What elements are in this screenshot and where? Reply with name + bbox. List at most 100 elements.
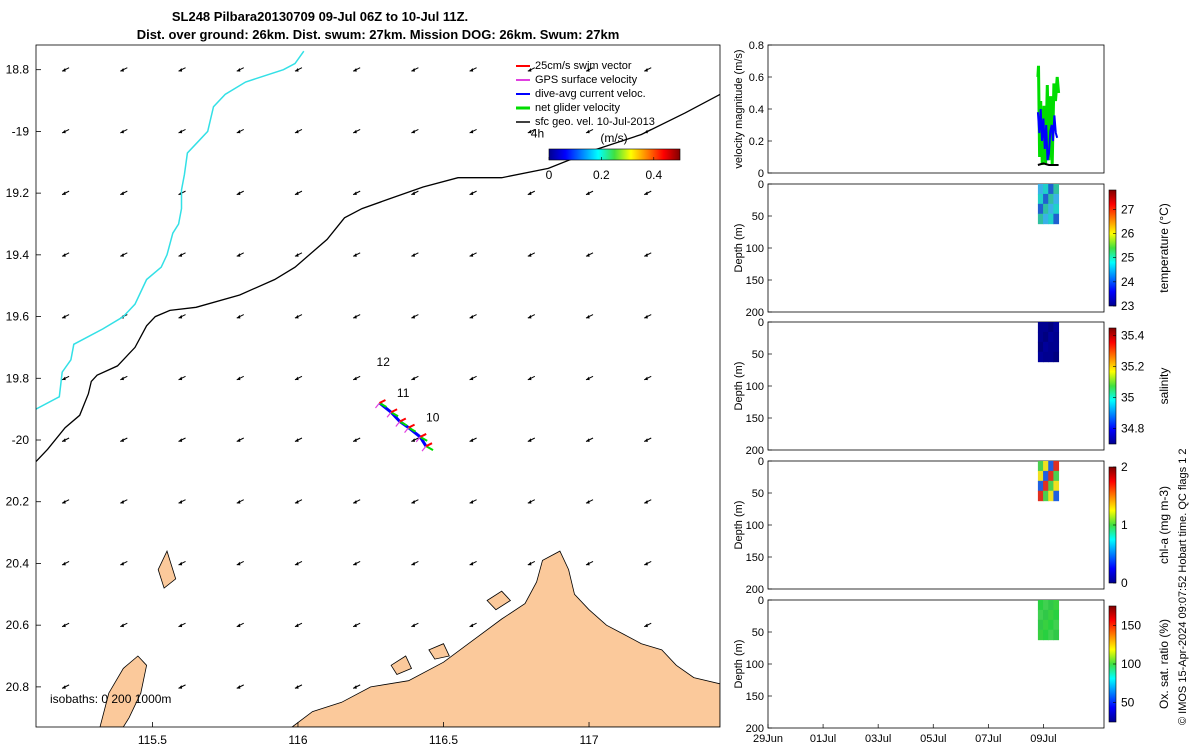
geo-vector <box>61 499 70 504</box>
geo-vector <box>236 375 244 381</box>
section-cell <box>1037 203 1044 215</box>
geo-vector-head <box>120 438 124 442</box>
geo-vector <box>469 375 477 381</box>
section-cell <box>1053 193 1060 205</box>
section-cell <box>1037 341 1044 353</box>
map-y-tick-label: 19.8 <box>6 371 30 385</box>
section-colorbar-label: chl-a (mg m-3) <box>1157 486 1171 564</box>
swim-vector <box>408 423 416 429</box>
section-cell <box>1037 609 1044 621</box>
section-cell <box>1053 629 1060 641</box>
geo-vector-head <box>644 500 648 504</box>
section-x-tick-label: 05Jul <box>920 733 946 745</box>
geo-vector <box>527 437 536 442</box>
geo-vector-head <box>586 191 590 196</box>
geo-vector <box>585 252 594 257</box>
section-y-tick-label: 200 <box>746 723 764 735</box>
geo-vector <box>294 560 303 566</box>
isobath-1000m <box>36 93 720 463</box>
velocity-series <box>1036 65 1061 166</box>
geo-vector <box>120 437 128 442</box>
geo-vector <box>294 499 303 504</box>
geo-vector-head <box>353 685 357 689</box>
map-y-tick-label: -19 <box>12 124 30 138</box>
geo-vector <box>352 252 361 257</box>
geo-vector-head <box>353 253 357 257</box>
section-cell <box>1048 609 1054 621</box>
geo-vector-head <box>644 623 648 628</box>
geo-vector-head <box>353 561 357 566</box>
time-label: 4h <box>531 127 544 141</box>
section-colorbar-label: temperature (°C) <box>1157 203 1171 293</box>
section-cell <box>1053 609 1060 621</box>
section-panel: 0 50 100 150 200 Depth (m) 50 100 150 Ox. sat. ra… <box>733 595 1171 735</box>
section-y-tick-label: 150 <box>746 275 764 287</box>
section-cell <box>1048 461 1054 472</box>
net-velocity-vector <box>408 426 417 433</box>
swim-vector <box>379 399 386 404</box>
geo-vector <box>469 622 477 628</box>
geo-vector <box>469 190 477 196</box>
section-cell <box>1053 619 1060 631</box>
geo-vector <box>120 375 128 381</box>
section-y-tick-label: 100 <box>746 659 764 671</box>
geo-vector-head <box>644 376 648 381</box>
geo-vector <box>469 314 477 319</box>
geo-vector-head <box>62 561 66 566</box>
legend-swim-label: 25cm/s swim vector <box>535 60 632 72</box>
geo-vector <box>352 190 361 196</box>
island <box>486 590 512 611</box>
section-y-tick-label: 200 <box>746 307 764 319</box>
geo-vector-head <box>469 129 474 134</box>
colorbar-tick-label: 0 <box>546 168 553 182</box>
geo-vector-head <box>527 129 532 134</box>
geo-vector <box>352 314 361 319</box>
legend-gps-label: GPS surface velocity <box>535 74 638 86</box>
isobath-label: isobaths: 0 200 1000m <box>50 692 171 706</box>
time-labels: 4h 12 11 10 <box>377 127 545 425</box>
net-velocity-vector <box>425 445 434 452</box>
geo-vector-head <box>527 314 532 319</box>
geo-vector-head <box>62 129 66 134</box>
geo-vector-head <box>62 191 66 196</box>
map-frame <box>35 44 721 728</box>
geo-vector-head <box>62 314 66 319</box>
geo-vector-head <box>178 623 183 628</box>
section-cell <box>1053 470 1060 482</box>
geo-vector <box>61 622 70 628</box>
section-cell <box>1043 322 1049 333</box>
geo-vector <box>411 128 419 134</box>
geo-vector <box>236 128 244 134</box>
footer-credit: © IMOS 15-Apr-2024 09:07:52 Hobart time.… <box>1177 448 1189 725</box>
section-y-tick-label: 0 <box>758 595 764 607</box>
geo-vector <box>178 375 186 381</box>
section-cell <box>1043 213 1049 225</box>
gps-vector <box>395 421 401 427</box>
geo-vector-head <box>411 129 415 134</box>
geo-vector-head <box>469 438 474 442</box>
geo-vector <box>469 128 477 134</box>
section-cell <box>1048 629 1054 641</box>
track-map: 115.5 116 116.5 117 18.8 -19 19.2 19.4 19.6 19.8… <box>6 44 721 747</box>
swim-vector <box>390 408 398 414</box>
geo-vector-head <box>644 253 648 257</box>
map-y-tick-label: 20.4 <box>6 556 30 570</box>
section-cell <box>1037 461 1044 472</box>
geo-vector-head <box>236 67 241 72</box>
geo-vector-head <box>469 67 474 72</box>
geo-vector-head <box>120 623 124 628</box>
geo-vector-head <box>120 376 124 381</box>
geo-vector <box>411 314 419 319</box>
map-legend: 25cm/s swim vector GPS surface velocity … <box>516 60 655 128</box>
mainland <box>291 550 720 727</box>
section-colorbar-tick-label: 27 <box>1121 202 1135 216</box>
gps-vector <box>386 411 392 418</box>
geo-vector-head <box>469 623 474 628</box>
geo-vector <box>411 252 419 257</box>
geo-vector <box>644 190 652 196</box>
geo-vector-head <box>586 561 590 566</box>
section-cell <box>1043 629 1049 641</box>
time-label: 10 <box>426 410 440 424</box>
geo-vector <box>178 684 186 689</box>
geo-vector-head <box>120 129 124 134</box>
